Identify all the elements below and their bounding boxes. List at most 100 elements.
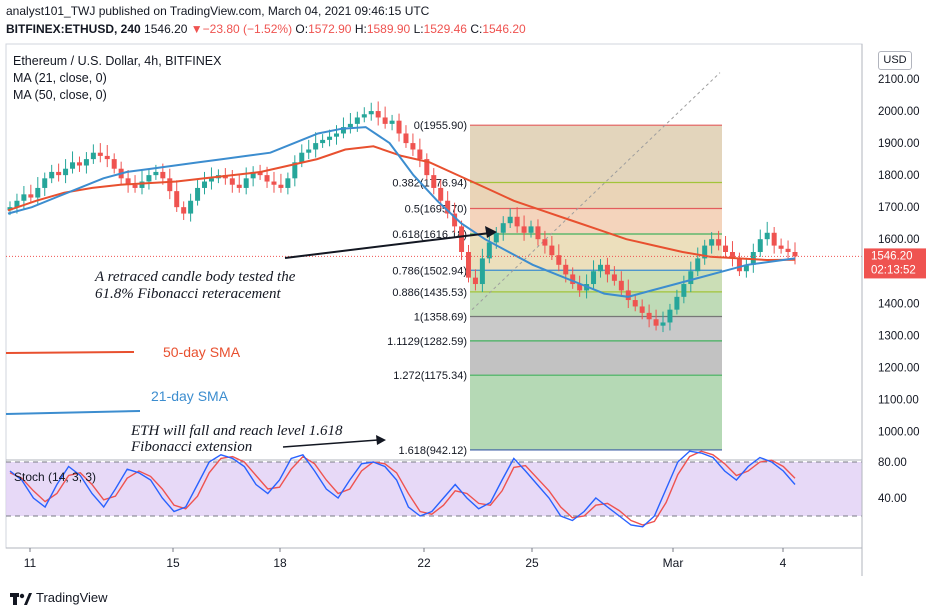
candle-body	[709, 239, 715, 246]
time-tick-label: 11	[24, 556, 37, 570]
symbol: BITFINEX:ETHUSD, 240	[6, 22, 141, 36]
fib-level-label: 1.1129(1282.59)	[387, 336, 467, 348]
candle-body	[653, 319, 659, 326]
last-price-badge	[864, 248, 926, 279]
candle-body	[778, 245, 784, 249]
time-tick-label: 22	[417, 556, 431, 570]
symbol-line: BITFINEX:ETHUSD, 240 1546.20 ▼−23.80 (−1…	[6, 22, 526, 36]
price-tick-label: 1000.00	[878, 426, 920, 438]
candle-body	[431, 175, 437, 188]
fib-zone	[470, 375, 722, 450]
candle-body	[327, 136, 333, 140]
candle-body	[70, 162, 76, 169]
fib-level-label: 0.618(1616.18)	[392, 229, 467, 241]
currency-badge[interactable]: USD	[878, 51, 912, 70]
sma50-annotation: 50-day SMA	[163, 344, 241, 360]
price-tick-label: 1600.00	[878, 234, 920, 246]
high-value: 1589.90	[366, 22, 411, 36]
stoch-legend[interactable]: Stoch (14, 3, 3)	[14, 470, 97, 484]
candle-body	[410, 143, 416, 150]
price-tick-label: 2100.00	[878, 74, 920, 86]
fib-level-label: 0(1955.90)	[414, 120, 467, 132]
retrace-annotation-line2: 61.8% Fibonacci reteracement	[95, 286, 281, 302]
candle-body	[292, 162, 298, 179]
fib-zone	[470, 182, 722, 209]
candle-body	[104, 155, 110, 160]
stoch-band	[6, 462, 862, 516]
candle-body	[597, 264, 603, 272]
candle-body	[111, 159, 117, 169]
candle-body	[56, 171, 62, 176]
fib-level-label: 1.618(942.12)	[399, 445, 468, 457]
candle-body	[424, 159, 430, 176]
extension-annotation-line1: ETH will fall and reach level 1.618	[131, 423, 343, 439]
candle-body	[681, 284, 687, 297]
candle-body	[354, 117, 360, 124]
last-price: 1546.20	[144, 22, 188, 36]
candle-body	[723, 245, 729, 252]
change-arrow-icon: ▼	[190, 22, 203, 36]
fib-zone	[470, 125, 722, 183]
candle-body	[83, 159, 89, 166]
candle-body	[125, 178, 131, 185]
candle-body	[195, 187, 201, 201]
candle-body	[521, 226, 527, 233]
candle-body	[361, 114, 367, 118]
close-label: C:	[470, 22, 483, 36]
candle-body	[625, 290, 631, 301]
candle-body	[264, 175, 270, 182]
fib-level-label: 1(1358.69)	[414, 311, 467, 323]
publisher-line: analyst101_TWJ published on TradingView.…	[6, 4, 430, 18]
candle-body	[743, 264, 749, 272]
candle-body	[28, 194, 34, 198]
tradingview-logo-text: TradingView	[36, 590, 108, 605]
price-tick-label: 1200.00	[878, 362, 920, 374]
open-label: O:	[295, 22, 309, 36]
candle-body	[202, 181, 208, 188]
candle-body	[174, 191, 180, 208]
fib-level-label: 0.382(1776.94)	[392, 178, 467, 190]
candle-body	[382, 117, 388, 124]
stoch-tick-label: 40.00	[878, 493, 907, 505]
candle-body	[549, 245, 555, 256]
candle-body	[514, 216, 520, 227]
candle-body	[153, 171, 159, 176]
candle-body	[271, 181, 277, 185]
ma50-legend[interactable]: MA (50, close, 0)	[13, 88, 107, 102]
candle-body	[716, 239, 722, 246]
sma21-annotation: 21-day SMA	[151, 388, 229, 404]
retrace-arrow-line	[284, 232, 491, 259]
price-tick-label: 1700.00	[878, 202, 920, 214]
stoch-d-line	[9, 450, 796, 526]
candle-body	[14, 200, 20, 208]
ma21-legend[interactable]: MA (21, close, 0)	[13, 71, 107, 85]
candle-body	[604, 264, 610, 275]
candle-body	[688, 271, 694, 285]
candle-body	[42, 178, 48, 188]
last-price-badge-value: 1546.20	[871, 250, 913, 262]
candle-body	[76, 162, 82, 166]
candle-body	[771, 232, 777, 246]
candle-body	[97, 152, 103, 156]
price-tick-label: 1100.00	[878, 394, 919, 406]
candle-body	[792, 252, 798, 257]
candle-body	[243, 178, 249, 188]
candle-body	[445, 200, 451, 214]
candle-body	[465, 252, 471, 278]
last-price-badge-countdown: 02:13:52	[871, 264, 916, 276]
tradingview-logo[interactable]: TradingView	[10, 590, 108, 605]
candle-body	[63, 168, 69, 176]
fib-zone	[470, 316, 722, 341]
candle-body	[591, 271, 597, 285]
candle-body	[632, 300, 638, 307]
close-value: 1546.20	[482, 22, 526, 36]
time-tick-label: 25	[525, 556, 539, 570]
candle-body	[493, 232, 499, 243]
candle-body	[695, 258, 701, 272]
high-label: H:	[354, 22, 367, 36]
change-value: −23.80 (−1.52%)	[202, 22, 293, 36]
candle-body	[646, 312, 652, 320]
retrace-annotation-line1: A retraced candle body tested the	[95, 269, 296, 285]
candle-body	[208, 178, 214, 182]
